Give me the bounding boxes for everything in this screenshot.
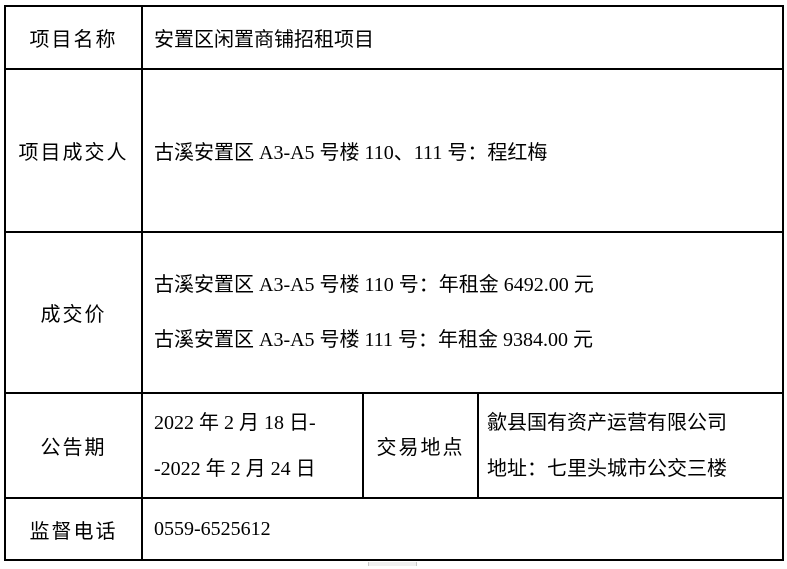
announcement-period-value: 2022 年 2 月 18 日- -2022 年 2 月 24 日 [141, 392, 364, 499]
deal-price-line-1: 古溪安置区 A3-A5 号楼 110 号：年租金 6492.00 元 [154, 273, 594, 296]
table-row-supervision-phone: 监督电话 0559-6525612 [4, 497, 784, 561]
trade-company-name: 歙县国有资产运营有限公司 [487, 411, 727, 434]
table-row-deal-price: 成交价 古溪安置区 A3-A5 号楼 110 号：年租金 6492.00 元 古… [4, 231, 784, 394]
deal-price-line-2: 古溪安置区 A3-A5 号楼 111 号：年租金 9384.00 元 [154, 328, 594, 351]
project-name-label: 项目名称 [4, 5, 143, 70]
supervision-phone-label: 监督电话 [4, 497, 143, 561]
announcement-period-label: 公告期 [4, 392, 143, 499]
table-row-project-name: 项目名称 安置区闲置商铺招租项目 [4, 5, 784, 70]
deal-price-value: 古溪安置区 A3-A5 号楼 110 号：年租金 6492.00 元 古溪安置区… [141, 231, 784, 394]
table-row-winner: 项目成交人 古溪安置区 A3-A5 号楼 110、111 号：程红梅 [4, 68, 784, 233]
deal-price-label: 成交价 [4, 231, 143, 394]
announcement-table: 项目名称 安置区闲置商铺招租项目 项目成交人 古溪安置区 A3-A5 号楼 11… [4, 5, 784, 561]
table-row-announcement-period: 公告期 2022 年 2 月 18 日- -2022 年 2 月 24 日 交易… [4, 392, 784, 499]
supervision-phone-value: 0559-6525612 [141, 497, 784, 561]
period-start-date: 2022 年 2 月 18 日- [154, 411, 316, 434]
period-end-date: -2022 年 2 月 24 日 [154, 457, 316, 480]
scrollbar-artifact [368, 562, 417, 566]
trade-location-value: 歙县国有资产运营有限公司 地址：七里头城市公交三楼 [477, 392, 784, 499]
winner-value: 古溪安置区 A3-A5 号楼 110、111 号：程红梅 [141, 68, 784, 233]
trade-location-label: 交易地点 [362, 392, 479, 499]
project-name-value: 安置区闲置商铺招租项目 [141, 5, 784, 70]
winner-label: 项目成交人 [4, 68, 143, 233]
trade-company-address: 地址：七里头城市公交三楼 [487, 457, 727, 480]
